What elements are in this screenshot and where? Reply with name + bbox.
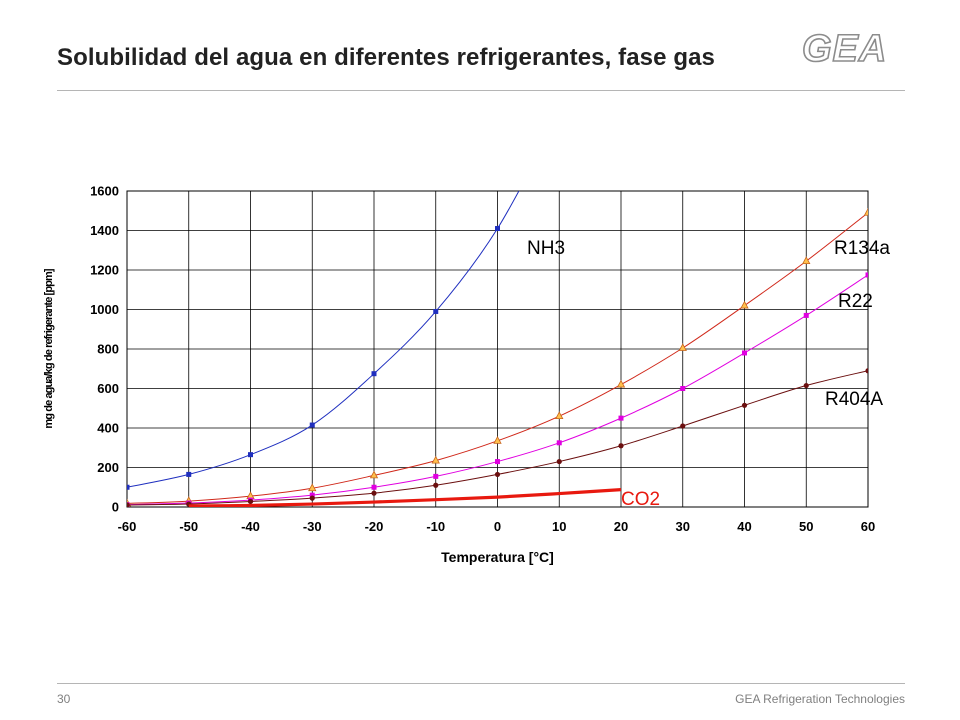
data-point-r134a <box>616 379 626 388</box>
series-label-r134a: R134a <box>834 238 890 259</box>
data-point-r22 <box>803 312 809 318</box>
data-point-nh3 <box>371 371 377 377</box>
y-tick-label: 1600 <box>90 184 119 199</box>
footer-divider <box>57 683 905 684</box>
x-tick-label: 60 <box>861 519 875 534</box>
y-tick-label: 1200 <box>90 263 119 278</box>
data-point-r22 <box>742 350 747 356</box>
series-label-r404a: R404A <box>825 389 883 410</box>
svg-text:GEA: GEA <box>802 28 887 68</box>
series-label-nh3: NH3 <box>527 238 565 259</box>
y-tick-label: 200 <box>97 460 119 475</box>
data-point-r404a <box>865 368 868 374</box>
gea-logo: GEA <box>800 27 906 73</box>
data-point-nh3 <box>127 484 130 490</box>
data-point-r404a <box>556 458 562 465</box>
x-tick-label: 50 <box>799 519 813 534</box>
page-number: 30 <box>57 692 71 706</box>
series-label-r22: R22 <box>838 291 873 312</box>
data-point-r134a <box>369 470 379 479</box>
series-label-co2: CO2 <box>621 489 660 510</box>
data-point-r404a <box>741 402 748 408</box>
footer-company-name: GEA Refrigeration Technologies <box>735 692 905 706</box>
data-point-r134a <box>802 256 811 265</box>
data-point-r22 <box>433 473 439 479</box>
data-point-r22 <box>865 272 868 278</box>
data-point-r22 <box>371 484 377 490</box>
data-point-r22 <box>618 415 624 421</box>
y-tick-label: 800 <box>97 342 119 357</box>
y-axis-title: mg de agua/kg de refrigerante [ppm] <box>43 268 55 428</box>
plot-frame <box>126 190 869 508</box>
data-point-r134a <box>740 300 749 309</box>
gea-logo-mark: GEA <box>801 27 887 71</box>
data-point-r404a <box>309 495 315 501</box>
data-point-r404a <box>680 423 686 429</box>
data-point-r404a <box>618 443 624 449</box>
x-tick-label: 20 <box>614 519 628 534</box>
y-tick-label: 0 <box>112 500 119 515</box>
data-point-r134a <box>431 455 440 464</box>
data-point-r134a <box>493 435 502 444</box>
title-divider <box>57 90 905 91</box>
y-tick-label: 1400 <box>90 223 119 238</box>
data-point-nh3 <box>309 422 315 428</box>
data-point-nh3 <box>433 308 439 314</box>
data-point-r22 <box>495 459 500 465</box>
x-tick-label: 30 <box>676 519 690 534</box>
y-tick-label: 1000 <box>90 302 119 317</box>
series-line-co2 <box>188 488 622 507</box>
x-tick-label: -50 <box>179 519 198 534</box>
y-tick-label: 400 <box>97 421 119 436</box>
data-point-r134a <box>863 207 868 216</box>
data-point-r404a <box>127 502 130 507</box>
data-point-r404a <box>247 498 254 505</box>
data-point-r404a <box>371 490 377 496</box>
x-tick-label: 0 <box>494 519 501 534</box>
data-point-nh3 <box>248 452 253 458</box>
data-point-r134a <box>678 343 687 351</box>
data-point-r404a <box>494 471 501 478</box>
data-point-r22 <box>556 440 562 446</box>
data-point-r134a <box>308 483 317 492</box>
data-point-nh3 <box>495 226 500 232</box>
x-tick-label: -10 <box>426 519 445 534</box>
x-tick-label: -40 <box>241 519 260 534</box>
x-tick-label: 10 <box>552 519 566 534</box>
y-tick-label: 600 <box>97 381 119 396</box>
data-point-nh3 <box>557 111 562 116</box>
data-point-r134a <box>555 411 564 420</box>
x-tick-label: 40 <box>737 519 751 534</box>
data-point-r22 <box>309 492 315 498</box>
x-tick-label: -60 <box>118 519 137 534</box>
x-tick-label: -30 <box>303 519 322 534</box>
data-point-r404a <box>803 382 809 389</box>
data-point-nh3 <box>186 471 192 477</box>
data-point-r404a <box>433 482 439 488</box>
x-tick-label: -20 <box>365 519 384 534</box>
x-axis-title: Temperatura [°C] <box>441 549 554 565</box>
slide-title: Solubilidad del agua en diferentes refri… <box>57 44 715 71</box>
data-point-r22 <box>680 386 686 391</box>
